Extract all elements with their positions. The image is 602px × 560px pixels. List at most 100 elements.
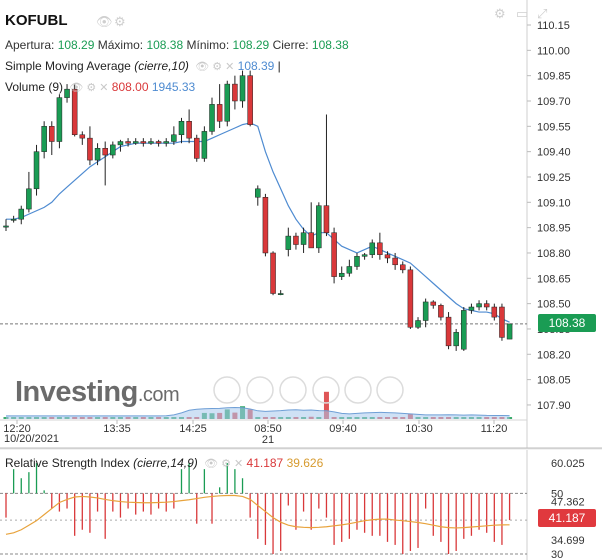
y-tick-label: 109.10 [537,197,571,209]
candle-body [102,148,108,156]
y-tick-label: 109.40 [537,147,571,159]
candle-body [132,141,139,144]
candle-body [491,306,498,318]
eye-icon[interactable]: 👁 [69,82,84,94]
y-tick-label: 110.00 [537,45,570,57]
candle-body [430,301,437,306]
close-icon[interactable]: ✕ [225,61,235,73]
zoom-reset-icon[interactable] [279,376,307,404]
candle-body [33,151,40,190]
volume-params: (9) [48,80,64,94]
candle-body [422,301,429,321]
candle-body [186,121,192,139]
candle-body [224,83,231,122]
x-tick-label: 12:20 [3,423,31,435]
candle-body [300,232,307,245]
date-label: 21 [262,434,274,446]
candle-body [369,242,375,255]
zoom-out-icon[interactable] [246,376,274,404]
rsi-y-tick-label: 30 [551,549,563,560]
candle-body [163,141,169,144]
candle-body [87,137,93,161]
zoom-in-icon[interactable] [312,376,340,404]
candle-body [415,320,421,328]
candle-body [476,303,482,308]
sma-label: Simple Moving Average [5,59,131,73]
settings-icon[interactable]: ⚙ [494,6,506,21]
candle-body [125,141,131,144]
open-value: 108.29 [57,38,95,52]
gear-icon[interactable]: ⚙ [212,61,223,73]
candle-body [445,316,452,347]
rsi-label: Relative Strength Index [5,456,130,470]
eye-icon[interactable]: 👁 [96,14,113,29]
symbol-title: KOFUBL [5,12,68,29]
sma-legend: Simple Moving Average (cierre,10) 👁 ⚙ ✕ 10… [5,59,281,73]
candle-body [49,126,55,142]
investing-logo: Investing.com [15,376,180,409]
y-tick-label: 108.20 [537,349,571,361]
minimize-icon[interactable]: ▭ [516,6,529,21]
candle-body [468,306,475,311]
candle-body [209,104,215,132]
maximize-icon[interactable]: ⤢ [537,6,548,21]
rsi-y-tick-label: 50 [551,488,563,500]
candle-body [201,131,208,159]
candle-body [338,272,345,277]
high-label: Máximo: [97,38,144,52]
x-tick-label: 10:30 [405,423,433,435]
candle-body [18,208,25,220]
candle-body [10,218,17,221]
y-tick-label: 110.15 [537,20,570,32]
volume-value-2: 1945.33 [151,80,196,94]
candle-body [41,126,47,152]
close-icon[interactable]: ✕ [233,458,244,470]
y-tick-label: 108.50 [537,299,571,311]
gear-icon[interactable]: ⚙ [221,458,231,470]
gear-icon[interactable]: ⚙ [86,82,97,94]
candle-body [140,141,147,144]
candle-body [377,242,383,255]
candle-body [247,75,253,125]
candle-body [285,235,292,250]
x-tick-label: 08:50 [254,423,282,435]
scroll-left-icon[interactable] [213,376,241,404]
rsi-last-tag: 41.187 [538,509,596,527]
candle-body [64,88,70,98]
candle-body [79,134,86,139]
ohlc-readout: Apertura: 108.29 Máximo: 108.38 Mínimo: … [5,38,349,52]
candle-body [94,148,101,161]
close-label: Cierre: [272,38,309,52]
rsi-y-tick-label: 47.362 [551,496,585,508]
open-label: Apertura: [5,38,55,52]
candle-body [178,121,185,136]
rsi-y-tick-label: 34.699 [551,535,585,547]
scroll-right-icon[interactable] [376,376,404,404]
candle-body [499,306,505,338]
pan-icon[interactable] [344,376,372,404]
logo-suffix: .com [137,384,180,406]
candle-body [194,137,200,159]
x-tick-label: 13:35 [103,423,131,435]
x-tick-label: 11:20 [481,423,508,435]
sma-line [6,122,510,323]
y-tick-label: 108.95 [537,223,571,235]
gear-icon[interactable]: ⚙ [114,14,126,29]
eye-icon[interactable]: 👁 [204,458,219,470]
candle-body [110,144,116,156]
sma-params: (cierre,10) [134,59,189,73]
candle-body [392,257,398,266]
eye-icon[interactable]: 👁 [195,61,210,73]
candle-body [400,264,406,271]
logo-name: Investing [15,376,138,408]
rsi-params: (cierre,14,9) [133,456,198,470]
y-tick-label: 109.85 [537,71,571,83]
candle-body [293,235,299,245]
candle-body [308,232,314,249]
candle-body [483,303,490,308]
high-value: 108.38 [146,38,184,52]
rsi-value-2: 39.626 [286,456,324,470]
close-icon[interactable]: ✕ [99,82,109,94]
